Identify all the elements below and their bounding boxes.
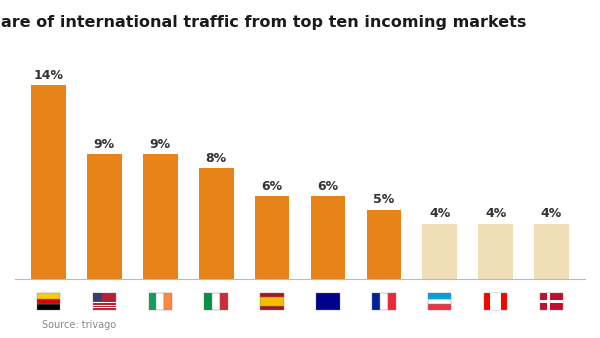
- Bar: [220, 293, 228, 310]
- Bar: [143, 154, 178, 279]
- Bar: [367, 210, 401, 279]
- Bar: [422, 224, 457, 279]
- FancyBboxPatch shape: [92, 293, 116, 310]
- Text: 5%: 5%: [373, 193, 394, 207]
- Text: 4%: 4%: [541, 207, 562, 220]
- Bar: [205, 293, 212, 310]
- Bar: [92, 302, 116, 303]
- Bar: [255, 196, 289, 279]
- Bar: [547, 293, 550, 310]
- Bar: [92, 307, 116, 308]
- Bar: [260, 297, 284, 306]
- Bar: [260, 293, 284, 297]
- Bar: [484, 293, 508, 310]
- FancyBboxPatch shape: [37, 298, 60, 304]
- Text: 9%: 9%: [94, 138, 115, 151]
- Bar: [380, 293, 388, 310]
- Bar: [311, 196, 345, 279]
- Bar: [92, 305, 116, 306]
- Bar: [534, 224, 569, 279]
- Bar: [428, 293, 451, 298]
- Text: Source: trivago: Source: trivago: [42, 319, 116, 330]
- Bar: [157, 293, 164, 310]
- Bar: [199, 168, 233, 279]
- Bar: [428, 304, 451, 310]
- FancyBboxPatch shape: [37, 304, 60, 310]
- Bar: [372, 293, 380, 310]
- Bar: [490, 293, 502, 310]
- Bar: [540, 293, 563, 310]
- Text: 14%: 14%: [34, 69, 64, 82]
- Text: 6%: 6%: [262, 179, 283, 193]
- Text: 4%: 4%: [429, 207, 451, 220]
- FancyBboxPatch shape: [37, 293, 60, 298]
- Text: 9%: 9%: [150, 138, 171, 151]
- Text: 4%: 4%: [485, 207, 506, 220]
- Bar: [478, 224, 513, 279]
- Bar: [164, 293, 172, 310]
- Bar: [316, 293, 340, 310]
- Bar: [428, 298, 451, 304]
- Text: 6%: 6%: [317, 179, 338, 193]
- Bar: [87, 154, 122, 279]
- Bar: [388, 293, 395, 310]
- Bar: [92, 293, 102, 301]
- Text: Share of international traffic from top ten incoming markets: Share of international traffic from top …: [0, 15, 526, 30]
- Bar: [149, 293, 157, 310]
- Bar: [212, 293, 220, 310]
- Bar: [540, 300, 563, 303]
- Text: 8%: 8%: [206, 152, 227, 165]
- Bar: [260, 306, 284, 310]
- Bar: [31, 85, 66, 279]
